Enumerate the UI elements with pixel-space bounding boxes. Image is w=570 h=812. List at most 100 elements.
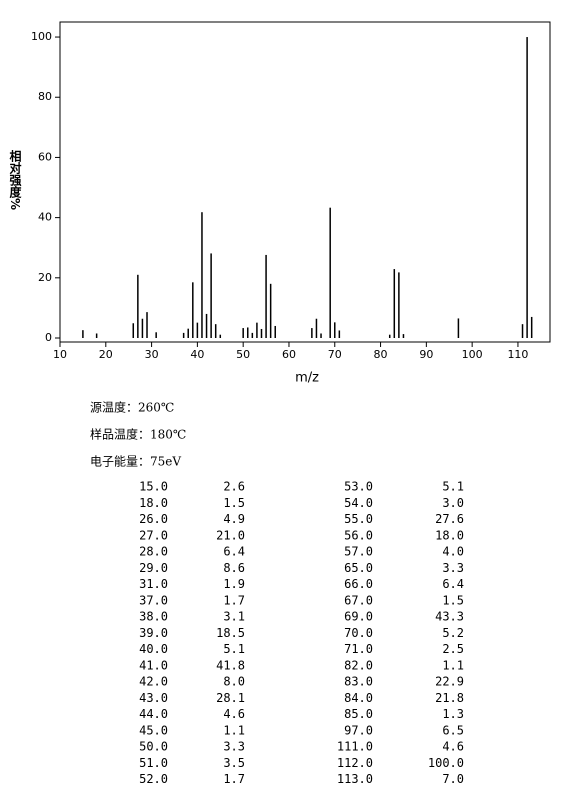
table-intensity: 4.6 — [223, 707, 245, 721]
table-mz: 39.0 — [139, 626, 168, 640]
table-mz: 82.0 — [344, 658, 373, 672]
table-mz: 51.0 — [139, 756, 168, 770]
peak — [210, 253, 212, 338]
peak — [137, 274, 139, 338]
peak — [192, 282, 194, 338]
peak — [269, 283, 272, 338]
peak — [457, 318, 460, 338]
table-intensity: 21.8 — [435, 691, 464, 705]
table-mz: 15.0 — [139, 480, 168, 494]
info-line: 样品温度：180℃ — [90, 427, 186, 442]
table-intensity: 3.1 — [223, 610, 245, 624]
table-intensity: 6.5 — [442, 723, 464, 737]
table-intensity: 18.5 — [216, 626, 245, 640]
table-mz: 113.0 — [337, 772, 373, 786]
peak — [274, 325, 276, 338]
table-mz: 29.0 — [139, 561, 168, 575]
table-mz: 45.0 — [139, 723, 168, 737]
peak — [214, 324, 217, 338]
peak — [402, 334, 405, 338]
table-intensity: 1.5 — [442, 593, 464, 607]
peak — [320, 333, 322, 338]
table-intensity: 1.3 — [442, 707, 464, 721]
y-tick-label: 0 — [45, 331, 52, 344]
table-intensity: 27.6 — [435, 512, 464, 526]
table-mz: 65.0 — [344, 561, 373, 575]
peak — [398, 272, 400, 338]
info-line: 电子能量：75eV — [90, 455, 181, 469]
table-intensity: 1.7 — [223, 772, 245, 786]
table-mz: 53.0 — [344, 480, 373, 494]
x-tick-label: 40 — [190, 348, 204, 361]
table-intensity: 1.7 — [223, 593, 245, 607]
y-tick-label: 40 — [38, 211, 52, 224]
table-intensity: 1.9 — [223, 577, 245, 591]
table-mz: 26.0 — [139, 512, 168, 526]
x-tick-label: 60 — [282, 348, 296, 361]
peak — [388, 334, 391, 338]
peak — [196, 322, 199, 338]
table-intensity: 7.0 — [442, 772, 464, 786]
peak — [265, 254, 267, 338]
x-tick-label: 80 — [374, 348, 388, 361]
table-intensity: 2.6 — [223, 480, 245, 494]
table-mz: 52.0 — [139, 772, 168, 786]
table-mz: 40.0 — [139, 642, 168, 656]
peak — [155, 332, 157, 338]
peak — [334, 322, 336, 338]
peak — [521, 324, 524, 338]
table-intensity: 3.3 — [223, 740, 245, 754]
y-tick-label: 20 — [38, 271, 52, 284]
table-intensity: 1.1 — [442, 658, 464, 672]
table-intensity: 5.2 — [442, 626, 464, 640]
table-mz: 37.0 — [139, 593, 168, 607]
table-intensity: 43.3 — [435, 610, 464, 624]
table-mz: 71.0 — [344, 642, 373, 656]
table-intensity: 3.3 — [442, 561, 464, 575]
table-mz: 18.0 — [139, 496, 168, 510]
table-intensity: 6.4 — [223, 545, 245, 559]
y-tick-label: 80 — [38, 90, 52, 103]
x-tick-label: 110 — [507, 348, 528, 361]
table-mz: 44.0 — [139, 707, 168, 721]
peak — [526, 37, 528, 339]
table-mz: 67.0 — [344, 593, 373, 607]
x-tick-label: 50 — [236, 348, 250, 361]
table-mz: 56.0 — [344, 528, 373, 542]
table-mz: 66.0 — [344, 577, 373, 591]
peak — [393, 269, 396, 338]
table-intensity: 21.0 — [216, 528, 245, 542]
peak — [201, 212, 203, 338]
peak — [205, 313, 208, 338]
y-tick-label: 60 — [38, 150, 52, 163]
table-mz: 84.0 — [344, 691, 373, 705]
plot-frame — [59, 21, 551, 343]
peak — [141, 318, 144, 338]
x-tick-label: 100 — [462, 348, 483, 361]
table-intensity: 100.0 — [428, 756, 464, 770]
table-mz: 43.0 — [139, 691, 168, 705]
table-intensity: 18.0 — [435, 528, 464, 542]
table-intensity: 2.5 — [442, 642, 464, 656]
table-intensity: 41.8 — [216, 658, 245, 672]
table-intensity: 3.5 — [223, 756, 245, 770]
table-mz: 70.0 — [344, 626, 373, 640]
table-intensity: 3.0 — [442, 496, 464, 510]
table-intensity: 8.6 — [223, 561, 245, 575]
table-mz: 28.0 — [139, 545, 168, 559]
peak — [82, 330, 84, 338]
table-intensity: 5.1 — [223, 642, 245, 656]
table-mz: 31.0 — [139, 577, 168, 591]
table-mz: 54.0 — [344, 496, 373, 510]
table-mz: 97.0 — [344, 723, 373, 737]
peak — [256, 322, 258, 338]
table-mz: 55.0 — [344, 512, 373, 526]
table-mz: 42.0 — [139, 675, 168, 689]
x-tick-label: 10 — [53, 348, 67, 361]
peak — [311, 328, 313, 338]
table-mz: 69.0 — [344, 610, 373, 624]
peak — [187, 328, 189, 338]
peak — [242, 328, 244, 338]
